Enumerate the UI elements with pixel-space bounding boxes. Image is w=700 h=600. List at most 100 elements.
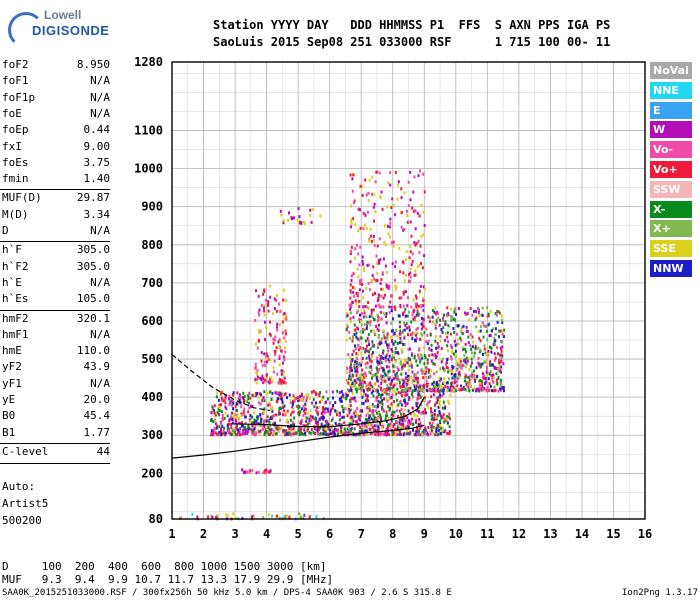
echo-point (492, 373, 495, 377)
echo-point (401, 350, 404, 354)
echo-point (285, 317, 288, 321)
echo-point (387, 181, 390, 185)
echo-point (485, 325, 488, 329)
echo-point (460, 366, 463, 370)
echo-point (369, 381, 372, 385)
echo-point (382, 329, 385, 333)
echo-point (401, 365, 404, 369)
echo-point (378, 367, 381, 371)
echo-point (403, 342, 406, 346)
parameter-row: B1 1.77 (2, 426, 110, 442)
echo-point (302, 413, 305, 417)
echo-point (435, 426, 438, 430)
echo-point (306, 411, 309, 415)
echo-point (353, 173, 356, 177)
echo-point (260, 351, 263, 355)
echo-point (288, 393, 291, 397)
echo-point (309, 409, 312, 413)
echo-point (428, 399, 431, 403)
echo-point (379, 421, 382, 425)
echo-point (417, 377, 419, 380)
echo-point (471, 375, 474, 379)
trace-solid-line (171, 424, 425, 459)
echo-point (421, 387, 424, 391)
parameter-value: 305.0 (76, 243, 110, 257)
echo-point (485, 359, 488, 363)
echo-point (495, 378, 498, 382)
echo-point (257, 294, 260, 298)
echo-point (259, 402, 262, 406)
echo-point (489, 334, 492, 337)
echo-point (436, 341, 439, 345)
echo-point (210, 429, 213, 433)
echo-point (271, 514, 274, 518)
echo-point (344, 430, 347, 434)
echo-point (269, 284, 272, 288)
echo-point (355, 433, 357, 437)
x-tick-label: 6 (326, 527, 333, 541)
echo-point (389, 422, 392, 426)
echo-point (220, 433, 223, 437)
echo-point (467, 341, 470, 345)
echo-point (467, 385, 470, 389)
y-tick-label: 800 (141, 238, 163, 252)
echo-point (473, 351, 476, 355)
echo-point (472, 340, 475, 344)
echo-point (474, 344, 477, 348)
echo-point (370, 311, 373, 315)
echo-point (416, 428, 419, 432)
echo-point (448, 377, 450, 381)
echo-point (452, 327, 455, 331)
echo-point (319, 391, 322, 395)
echo-point (404, 273, 407, 277)
echo-point (385, 321, 388, 325)
echo-point (396, 351, 399, 354)
echo-point (400, 412, 403, 416)
echo-point (371, 376, 373, 380)
echo-point (435, 346, 438, 350)
echo-point (263, 360, 266, 364)
echo-point (362, 289, 364, 293)
echo-point (283, 380, 286, 384)
echo-point (421, 356, 423, 360)
echo-point (291, 421, 294, 425)
echo-point (340, 400, 343, 403)
parameter-value: 44 (96, 444, 110, 458)
echo-point (465, 362, 468, 366)
echo-point (262, 381, 265, 385)
echo-point (216, 424, 219, 428)
echo-point (446, 335, 449, 339)
echo-point (446, 432, 449, 435)
echo-point (471, 345, 474, 349)
echo-point (417, 393, 420, 396)
echo-point (338, 397, 341, 401)
echo-point (371, 274, 374, 277)
echo-point (402, 433, 405, 437)
echo-point (442, 366, 444, 370)
echo-point (299, 410, 302, 414)
echo-point (358, 383, 361, 387)
echo-point (432, 393, 435, 397)
echo-point (255, 471, 258, 475)
echo-point (376, 418, 379, 422)
echo-point (389, 183, 392, 187)
echo-point (422, 376, 425, 379)
echo-point (279, 323, 281, 327)
echo-point (350, 301, 353, 305)
echo-point (255, 381, 258, 385)
echo-point (289, 413, 292, 417)
echo-point (321, 398, 324, 402)
echo-point (404, 359, 407, 363)
echo-point (333, 427, 336, 431)
echo-point (367, 301, 370, 304)
echo-point (384, 359, 387, 363)
echo-point (483, 377, 486, 381)
echo-point (253, 427, 256, 431)
echo-point (322, 407, 325, 411)
echo-point (247, 427, 250, 431)
echo-point (477, 311, 480, 315)
echo-point (454, 318, 456, 322)
echo-point (267, 301, 270, 305)
echo-point (403, 399, 405, 403)
echo-point (225, 407, 228, 411)
